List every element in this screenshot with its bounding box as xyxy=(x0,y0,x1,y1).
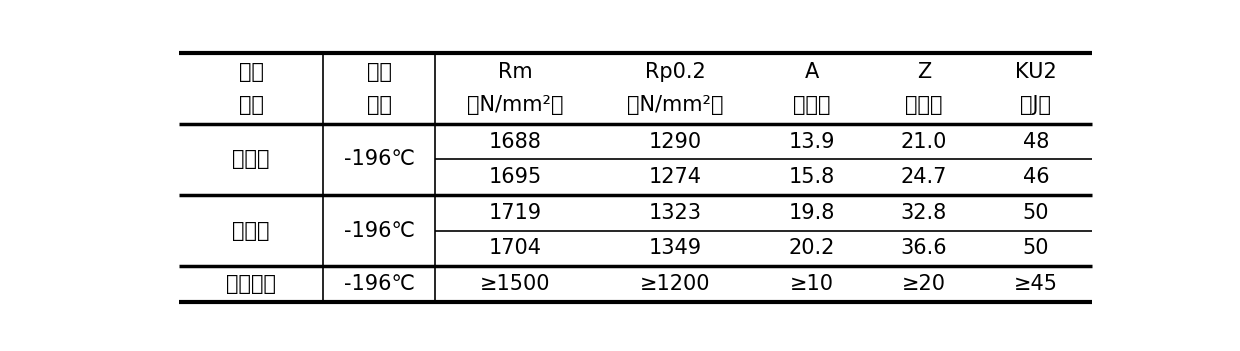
Text: Rm: Rm xyxy=(498,62,533,82)
Text: Rp0.2: Rp0.2 xyxy=(645,62,706,82)
Text: KU2: KU2 xyxy=(1016,62,1056,82)
Text: （J）: （J） xyxy=(1021,95,1052,115)
Text: -196℃: -196℃ xyxy=(343,274,414,294)
Text: ≥1500: ≥1500 xyxy=(480,274,551,294)
Text: 50: 50 xyxy=(1023,203,1049,223)
Text: 50: 50 xyxy=(1023,238,1049,258)
Text: ≥45: ≥45 xyxy=(1014,274,1058,294)
Text: （N/mm²）: （N/mm²） xyxy=(627,95,724,115)
Text: Z: Z xyxy=(916,62,931,82)
Text: 46: 46 xyxy=(1023,167,1049,187)
Text: 批次一: 批次一 xyxy=(232,150,270,170)
Text: 1323: 1323 xyxy=(649,203,702,223)
Text: 15.8: 15.8 xyxy=(789,167,835,187)
Text: 1274: 1274 xyxy=(649,167,702,187)
Text: （％）: （％） xyxy=(905,95,942,115)
Text: 1704: 1704 xyxy=(489,238,542,258)
Text: （N/mm²）: （N/mm²） xyxy=(467,95,564,115)
Text: ≥10: ≥10 xyxy=(790,274,833,294)
Text: 1688: 1688 xyxy=(489,132,542,152)
Text: 19.8: 19.8 xyxy=(789,203,835,223)
Text: 13.9: 13.9 xyxy=(789,132,835,152)
Text: 1290: 1290 xyxy=(649,132,702,152)
Text: 32.8: 32.8 xyxy=(900,203,947,223)
Text: A: A xyxy=(805,62,818,82)
Text: 36.6: 36.6 xyxy=(900,238,947,258)
Text: 产品: 产品 xyxy=(238,62,264,82)
Text: 批次二: 批次二 xyxy=(232,220,270,240)
Text: 48: 48 xyxy=(1023,132,1049,152)
Text: 温度: 温度 xyxy=(367,95,392,115)
Text: 批次: 批次 xyxy=(238,95,264,115)
Text: 1349: 1349 xyxy=(649,238,702,258)
Text: 1719: 1719 xyxy=(489,203,542,223)
Text: ≥1200: ≥1200 xyxy=(640,274,711,294)
Text: 技术指标: 技术指标 xyxy=(226,274,277,294)
Text: 21.0: 21.0 xyxy=(900,132,947,152)
Text: 24.7: 24.7 xyxy=(900,167,947,187)
Text: （％）: （％） xyxy=(792,95,831,115)
Text: 1695: 1695 xyxy=(489,167,542,187)
Text: ≥20: ≥20 xyxy=(901,274,946,294)
Text: -196℃: -196℃ xyxy=(343,220,414,240)
Text: -196℃: -196℃ xyxy=(343,150,414,170)
Text: 试验: 试验 xyxy=(367,62,392,82)
Text: 20.2: 20.2 xyxy=(789,238,835,258)
